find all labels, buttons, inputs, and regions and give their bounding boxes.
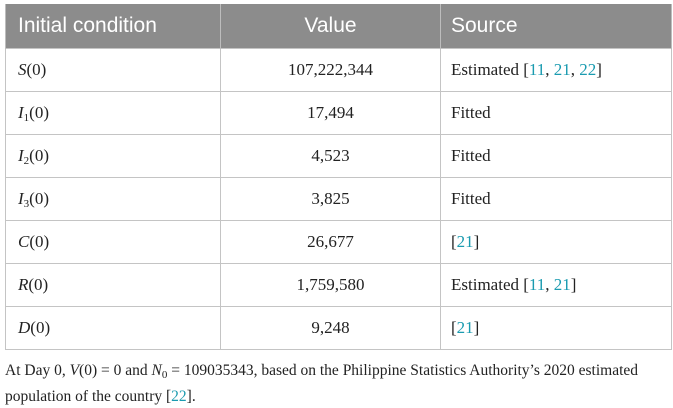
value-cell: 107,222,344 (220, 48, 441, 92)
variable-argument: (0) (30, 318, 51, 337)
footnote-n-var: N (151, 362, 162, 379)
citation-link[interactable]: 22 (579, 60, 597, 79)
citation-link[interactable]: 21 (456, 318, 474, 337)
value-cell: 26,677 (220, 220, 441, 264)
variable-symbol: S (18, 60, 27, 79)
table-container: Initial condition Value Source S(0) 107,2… (5, 4, 672, 408)
initial-condition-cell: C(0) (5, 220, 221, 264)
variable-argument: (0) (28, 275, 49, 294)
footnote-n-sub: 0 (161, 369, 168, 381)
value-cell: 1,759,580 (220, 263, 441, 307)
footnote-v-expr: (0) = 0 and (79, 362, 152, 379)
table-body: S(0) 107,222,344 Estimated [11, 21, 22] I1(… (5, 48, 672, 350)
source-text: Fitted (451, 146, 491, 165)
value-cell: 3,825 (220, 177, 441, 221)
source-cell: Estimated [11, 21, 22] (440, 48, 672, 92)
source-text: Estimated [ (451, 60, 529, 79)
source-cell: Fitted (440, 134, 672, 178)
initial-condition-cell: S(0) (5, 48, 221, 92)
table-row: R(0) 1,759,580 Estimated [11, 21] (5, 263, 672, 307)
value-cell: 9,248 (220, 306, 441, 350)
footnote-v-var: V (69, 362, 80, 379)
table-row: I3(0) 3,825 Fitted (5, 177, 672, 221)
initial-condition-cell: I1(0) (5, 91, 221, 135)
initial-condition-cell: I2(0) (5, 134, 221, 178)
table-row: C(0) 26,677 [21] (5, 220, 672, 264)
variable-argument: (0) (29, 188, 49, 208)
footnote-prefix: At Day 0, (5, 362, 70, 379)
variable-symbol: D (18, 318, 31, 337)
initial-conditions-table: Initial condition Value Source S(0) 107,2… (5, 4, 672, 350)
variable-argument: (0) (29, 232, 50, 251)
source-cell: Fitted (440, 91, 672, 135)
header-row: Initial condition Value Source (5, 4, 672, 49)
variable-subscript: 2 (23, 154, 30, 167)
source-end: ] (473, 318, 480, 337)
source-cell: Fitted (440, 177, 672, 221)
source-text: [ (451, 318, 457, 337)
initial-condition-cell: R(0) (5, 263, 221, 307)
source-cell: [21] (440, 306, 672, 350)
variable-argument: (0) (29, 145, 49, 165)
table-row: D(0) 9,248 [21] (5, 306, 672, 350)
citation-link[interactable]: 21 (553, 275, 571, 294)
table-row: I2(0) 4,523 Fitted (5, 134, 672, 178)
table-row: S(0) 107,222,344 Estimated [11, 21, 22] (5, 48, 672, 92)
source-cell: [21] (440, 220, 672, 264)
citation-link[interactable]: 21 (456, 232, 474, 251)
variable-symbol: I (18, 102, 24, 122)
variable-symbol: R (18, 275, 29, 294)
source-cell: Estimated [11, 21] (440, 263, 672, 307)
initial-condition-cell: I3(0) (5, 177, 221, 221)
header-initial-condition: Initial condition (5, 4, 221, 49)
source-end: ] (596, 60, 602, 79)
source-end: ] (473, 232, 480, 251)
table-row: I1(0) 17,494 Fitted (5, 91, 672, 135)
citation-link[interactable]: 21 (553, 60, 571, 79)
footnote-ref-link[interactable]: 22 (171, 388, 187, 405)
header-value: Value (220, 4, 441, 49)
variable-symbol: C (18, 232, 30, 251)
variable-argument: (0) (26, 60, 47, 79)
source-text: [ (451, 232, 457, 251)
footnote-n-expr: = 109035343, based on the Philippine Sta… (5, 362, 639, 405)
footnote-suffix: ]. (186, 388, 196, 405)
source-text: Fitted (451, 103, 491, 122)
citation-link[interactable]: 11 (528, 60, 546, 79)
value-cell: 17,494 (220, 91, 441, 135)
variable-symbol: I (18, 145, 24, 165)
variable-subscript: 3 (23, 197, 30, 210)
source-text: Estimated [ (451, 275, 529, 294)
source-end: ] (570, 275, 577, 294)
initial-condition-cell: D(0) (5, 306, 221, 350)
variable-symbol: I (18, 188, 24, 208)
source-text: Fitted (451, 189, 491, 208)
variable-argument: (0) (29, 102, 49, 122)
header-source: Source (440, 4, 672, 49)
table-header: Initial condition Value Source (5, 4, 672, 49)
variable-subscript: 1 (23, 111, 30, 124)
value-cell: 4,523 (220, 134, 441, 178)
citation-link[interactable]: 11 (528, 275, 546, 294)
table-footnote: At Day 0, V(0) = 0 and N0 = 109035343, b… (5, 360, 669, 408)
